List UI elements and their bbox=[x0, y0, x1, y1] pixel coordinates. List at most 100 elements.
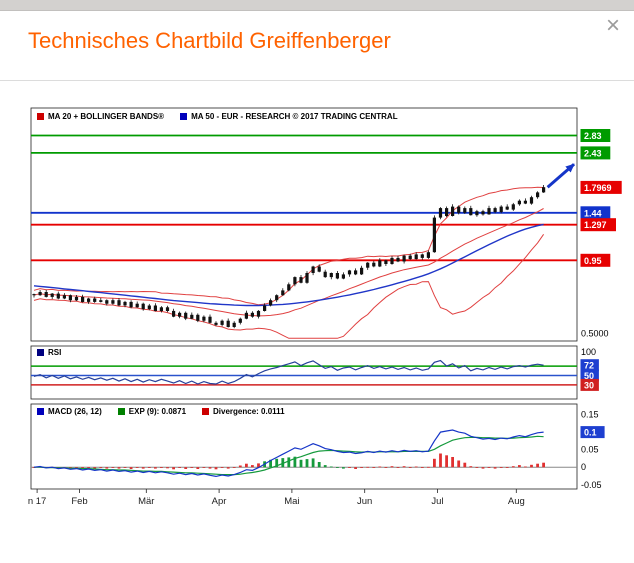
divergence-bar bbox=[111, 467, 115, 468]
divergence-bar bbox=[366, 466, 370, 468]
divergence-bar bbox=[317, 462, 321, 468]
candle-body bbox=[135, 303, 139, 308]
divergence-bar bbox=[499, 467, 503, 468]
candle-body bbox=[420, 254, 424, 258]
divergence-bar bbox=[208, 467, 212, 469]
divergence-bar bbox=[141, 467, 145, 469]
divergence-bar bbox=[536, 463, 539, 468]
candle-body bbox=[74, 296, 79, 301]
candle-body bbox=[517, 200, 521, 205]
candle-body bbox=[523, 200, 527, 204]
candle-body bbox=[44, 292, 48, 297]
divergence-bar bbox=[390, 466, 394, 468]
month-label: n 17 bbox=[28, 496, 47, 507]
price-label-box bbox=[580, 180, 622, 194]
main-chart-legend: MA 20 + BOLLINGER BANDS® MA 50 - EUR - R… bbox=[37, 112, 414, 121]
candle-body bbox=[184, 312, 188, 319]
divergence-bar bbox=[251, 465, 254, 468]
divergence-bar bbox=[226, 467, 230, 469]
macd-legend: MACD (26, 12) EXP (9): 0.0871 Divergence… bbox=[37, 407, 301, 416]
divergence-bar bbox=[202, 467, 206, 468]
macd-line bbox=[33, 429, 544, 478]
rsi-label: RSI bbox=[48, 348, 62, 357]
candle-body bbox=[153, 305, 157, 311]
candle-body bbox=[141, 303, 145, 310]
divergence-bar bbox=[166, 467, 169, 469]
candle-body bbox=[451, 206, 455, 216]
candle-body bbox=[511, 204, 515, 210]
divergence-bar bbox=[336, 467, 339, 468]
ma50-label: MA 50 - EUR - RESEARCH © 2017 TRADING CE… bbox=[191, 112, 398, 121]
divergence-bar bbox=[269, 459, 272, 468]
divergence-bar bbox=[354, 467, 357, 469]
divergence-bar bbox=[135, 467, 139, 468]
candle-body bbox=[432, 217, 436, 253]
candle-body bbox=[457, 206, 461, 213]
candle-body bbox=[487, 208, 491, 215]
candle-body bbox=[275, 295, 279, 301]
divergence-bar bbox=[518, 465, 521, 468]
candle-body bbox=[481, 211, 485, 215]
rsi-swatch-icon bbox=[37, 349, 44, 356]
candle-body bbox=[159, 307, 163, 311]
divergence-bar bbox=[420, 467, 424, 468]
legend-item-exp: EXP (9): 0.0871 bbox=[117, 407, 187, 416]
candle-body bbox=[438, 208, 443, 218]
rsi-label: 50 bbox=[584, 371, 594, 381]
divergence-bar bbox=[147, 467, 151, 468]
divergence-bar bbox=[117, 467, 121, 469]
candle-body bbox=[317, 266, 321, 272]
divergence-bar bbox=[524, 466, 527, 468]
divergence-bar bbox=[299, 459, 303, 468]
divergence-bar bbox=[160, 467, 163, 468]
divergence-bar bbox=[505, 467, 509, 468]
candle-body bbox=[81, 296, 85, 302]
rsi-axis-label: 100 bbox=[581, 347, 596, 357]
macd-label-box bbox=[580, 426, 605, 439]
candle-body bbox=[529, 197, 534, 204]
candle-body bbox=[287, 284, 291, 291]
ma20-bollinger-swatch-icon bbox=[37, 113, 44, 120]
divergence-bar bbox=[451, 457, 454, 468]
exp-line bbox=[34, 435, 544, 476]
title-divider bbox=[0, 80, 634, 81]
y-axis-label: 0.5000 bbox=[581, 329, 609, 339]
divergence-bar bbox=[439, 453, 442, 468]
candle-body bbox=[281, 290, 285, 296]
candle-body bbox=[172, 310, 176, 317]
candle-body bbox=[117, 300, 121, 306]
divergence-bar bbox=[172, 467, 175, 470]
candle-body bbox=[499, 206, 503, 212]
divergence-bar bbox=[475, 467, 479, 468]
macd-swatch-icon bbox=[37, 408, 44, 415]
exp-label: EXP (9): 0.0871 bbox=[128, 407, 187, 416]
candle-body bbox=[226, 320, 230, 327]
macd-axis-label: 0.15 bbox=[581, 410, 599, 420]
divergence-bar bbox=[348, 467, 351, 468]
divergence-bar bbox=[542, 462, 545, 468]
divergence-bar bbox=[469, 466, 473, 468]
candle-body bbox=[299, 277, 303, 283]
divergence-bar bbox=[129, 467, 133, 469]
divergence-bar bbox=[245, 463, 248, 468]
close-icon[interactable]: × bbox=[605, 12, 620, 39]
candle-body bbox=[244, 312, 248, 319]
candle-body bbox=[341, 274, 345, 279]
price-label-support: 1.297 bbox=[584, 220, 607, 230]
candle-body bbox=[99, 300, 103, 302]
candle-body bbox=[445, 208, 449, 216]
divergence-swatch-icon bbox=[202, 408, 210, 415]
candle-body bbox=[220, 320, 224, 325]
candle-body bbox=[329, 273, 333, 278]
candle-body bbox=[269, 300, 273, 306]
macd-label: MACD (26, 12) bbox=[48, 407, 102, 416]
price-label-resistance: 2.43 bbox=[584, 148, 602, 158]
divergence-bar bbox=[281, 458, 285, 468]
candle-body bbox=[347, 270, 352, 275]
divergence-bar bbox=[87, 467, 90, 468]
divergence-bar bbox=[154, 467, 157, 469]
divergence-bar bbox=[257, 463, 260, 468]
candle-body bbox=[50, 293, 54, 297]
rsi-legend: RSI bbox=[37, 348, 77, 357]
